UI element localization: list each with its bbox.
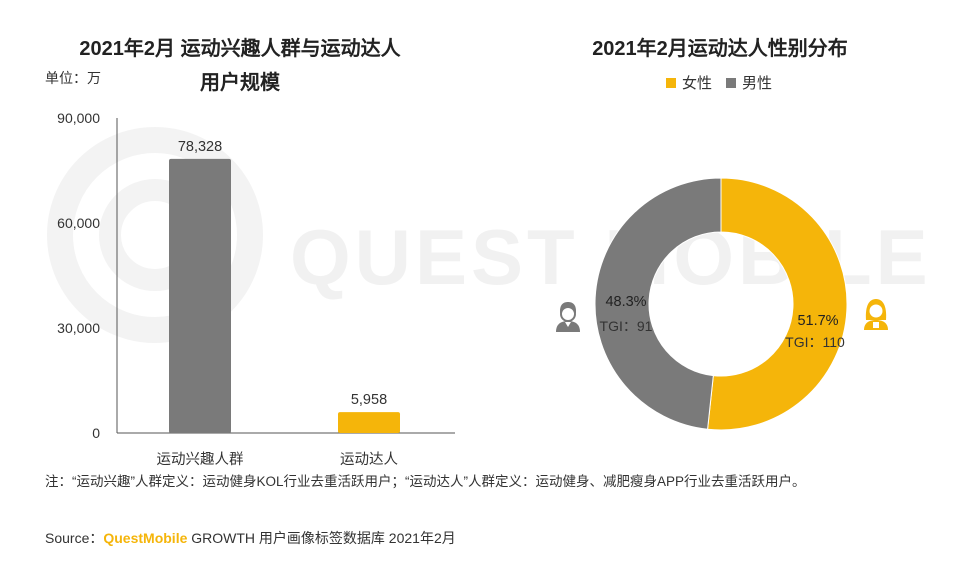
y-tick-label: 90,000 [57,110,100,126]
source-line: Source：QuestMobile GROWTH 用户画像标签数据库 2021… [45,528,456,548]
source-brand: QuestMobile [103,530,188,546]
male-person-icon [556,302,580,332]
footnote: 注：“运动兴趣”人群定义：运动健身KOL行业去重活跃用户；“运动达人”人群定义：… [45,474,806,489]
donut-slice [707,177,848,431]
slice-tgi-label: TGI：110 [785,334,845,350]
source-prefix: Source： [45,530,104,546]
bar-value-label: 78,328 [178,139,222,155]
y-tick-label: 0 [92,425,100,441]
female-person-icon [864,299,888,330]
donut-slice [594,177,722,430]
unit-label: 单位：万 [45,70,101,86]
bar [338,412,400,433]
bar-chart-title-line2: 用户规模 [200,72,280,94]
legend-swatch-female [666,77,676,88]
donut-chart-title: 2021年2月运动达人性别分布 [592,38,848,60]
y-tick-label: 60,000 [57,215,100,231]
slice-percent-label: 48.3% [605,294,646,310]
bar-chart-title-line1: 2021年2月 运动兴趣人群与运动达人 [79,38,401,60]
donut-chart: 51.7% TGI：110 48.3% TGI：91 [594,177,848,431]
x-tick-label: 运动达人 [340,451,398,468]
legend-label-female: 女性 [682,75,713,92]
bar [169,158,231,434]
slice-percent-label: 51.7% [797,313,838,329]
y-tick-label: 30,000 [57,320,100,336]
source-rest: GROWTH 用户画像标签数据库 2021年2月 [187,530,456,546]
bar-chart: 0 30,000 60,000 90,000 78,328 运动兴趣人群 5,958 运动达人 [57,110,455,468]
donut-legend: 女性 男性 [666,72,772,93]
slice-tgi-label: TGI：91 [600,318,653,334]
x-tick-label: 运动兴趣人群 [157,451,244,468]
legend-swatch-male [726,77,737,88]
legend-label-male: 男性 [742,75,773,92]
bar-value-label: 5,958 [351,392,387,408]
